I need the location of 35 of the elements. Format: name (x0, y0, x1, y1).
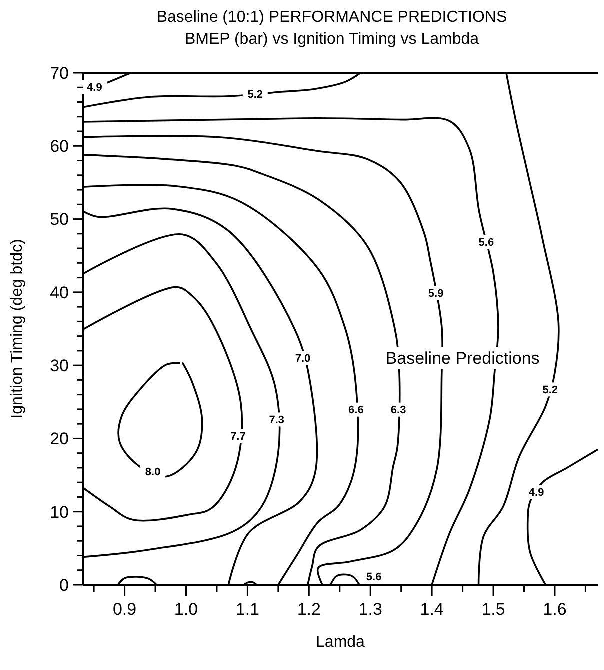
x-tick-label: 1.0 (174, 600, 198, 619)
y-tick-label: 20 (50, 430, 69, 449)
series-label: 6.6 (348, 404, 364, 417)
y-tick-label: 30 (50, 356, 69, 376)
series-label: 5.6 (478, 237, 494, 250)
x-tick-label: 1.3 (358, 600, 382, 619)
series-label: 7.0 (295, 353, 311, 366)
series-label: 5.6 (366, 572, 382, 584)
y-tick-label: 10 (50, 502, 69, 522)
x-tick-label: 1.6 (543, 600, 567, 619)
y-tick-label: 0 (60, 576, 69, 595)
series-label: 5.9 (428, 288, 444, 300)
y-tick-label: 40 (50, 283, 69, 302)
x-axis-title: Lamda (316, 634, 366, 651)
y-axis-title: Ignition Timing (deg btdc) (9, 239, 26, 419)
x-tick-label: 1.2 (297, 600, 321, 619)
series-label: 7.3 (269, 414, 285, 427)
series-label: 5.2 (542, 384, 558, 397)
series-label: 7.7 (230, 431, 246, 444)
x-tick-label: 1.5 (482, 600, 506, 619)
chart-subtitle: BMEP (bar) vs Ignition Timing vs Lambda (184, 31, 480, 48)
y-tick-label: 50 (50, 210, 69, 230)
x-tick-label: 1.1 (236, 600, 260, 619)
series-label: 5.2 (248, 89, 264, 102)
chart-title: Baseline (10:1) PERFORMANCE PREDICTIONS (156, 9, 508, 26)
x-tick-label: 1.4 (420, 600, 444, 619)
y-tick-label: 70 (50, 64, 69, 83)
annotation: Baseline Predictions (386, 349, 540, 368)
line-series (118, 362, 204, 478)
series-label: 4.9 (528, 486, 544, 499)
y-tick-label: 60 (50, 137, 69, 156)
series-label: 8.0 (145, 466, 161, 478)
series-label: 4.9 (87, 82, 102, 94)
series-label: 6.3 (390, 404, 406, 417)
x-tick-label: 0.9 (112, 600, 137, 619)
